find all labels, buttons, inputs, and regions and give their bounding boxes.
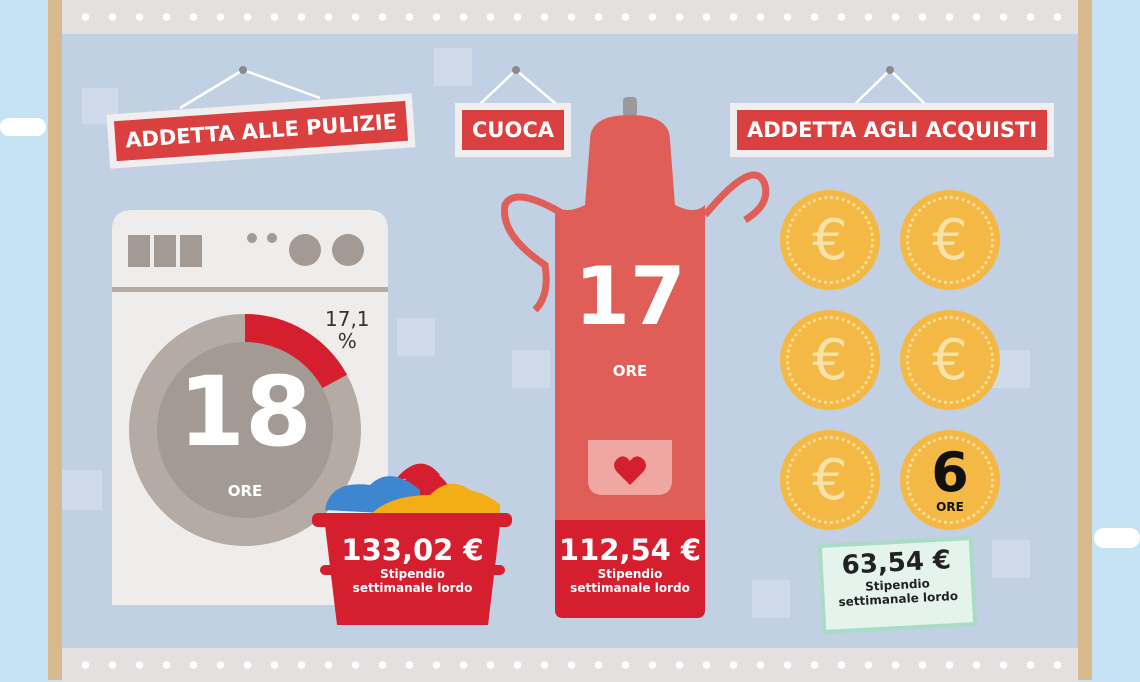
cleaner-salary: 133,02 € Stipendio settimanale lordo [320,533,505,595]
cloud [0,118,46,136]
salary-label: settimanale lordo [570,581,690,595]
salary-value: 133,02 € [341,533,484,567]
apron-icon [501,97,770,618]
cook-hours: 17 [574,250,686,343]
euro-coin-icon: € [900,310,1000,410]
laundry-basket-icon [312,463,512,625]
washing-machine-icon [112,210,388,605]
cook-hours-unit: ORE [612,362,648,380]
sign-shopper-label: ADDETTA AGLI ACQUISTI [737,110,1048,150]
percent-value: 17,1 [325,307,370,331]
euro-coin-icon: € [780,310,880,410]
shopper-hours-coin: 6 ORE [900,430,1000,530]
shopper-hours: 6 [931,441,969,504]
euro-coin-icon: € [780,430,880,530]
salary-value: 112,54 € [558,533,702,567]
salary-label: settimanale lordo [352,581,473,595]
sign-cook: CUOCA [455,103,571,157]
euro-symbol: € [932,327,968,393]
top-border-strip [62,0,1078,34]
sign-cook-label: CUOCA [462,110,564,150]
sign-shopper: ADDETTA AGLI ACQUISTI [730,103,1055,157]
euro-coin-icon: € [900,190,1000,290]
euro-coin-icon: € [780,190,880,290]
bottom-border-strip [62,648,1078,682]
euro-symbol: € [812,447,848,513]
banknote-icon: 63,54 € Stipendio settimanale lordo [817,536,978,634]
shopper-hours-unit: ORE [936,500,964,514]
cook-salary: 112,54 € Stipendio settimanale lordo [555,533,705,595]
cleaner-hours-unit: ORE [227,482,263,500]
percent-sign: % [337,329,357,353]
salary-label: Stipendio [380,567,445,581]
euro-symbol: € [932,207,968,273]
euro-symbol: € [812,207,848,273]
salary-label: Stipendio [597,567,663,581]
cleaner-percent: 17,1% [325,308,370,352]
heart-icon [614,456,646,485]
euro-symbol: € [812,327,848,393]
cleaner-hours: 18 [178,356,312,468]
cloud [1094,528,1140,548]
